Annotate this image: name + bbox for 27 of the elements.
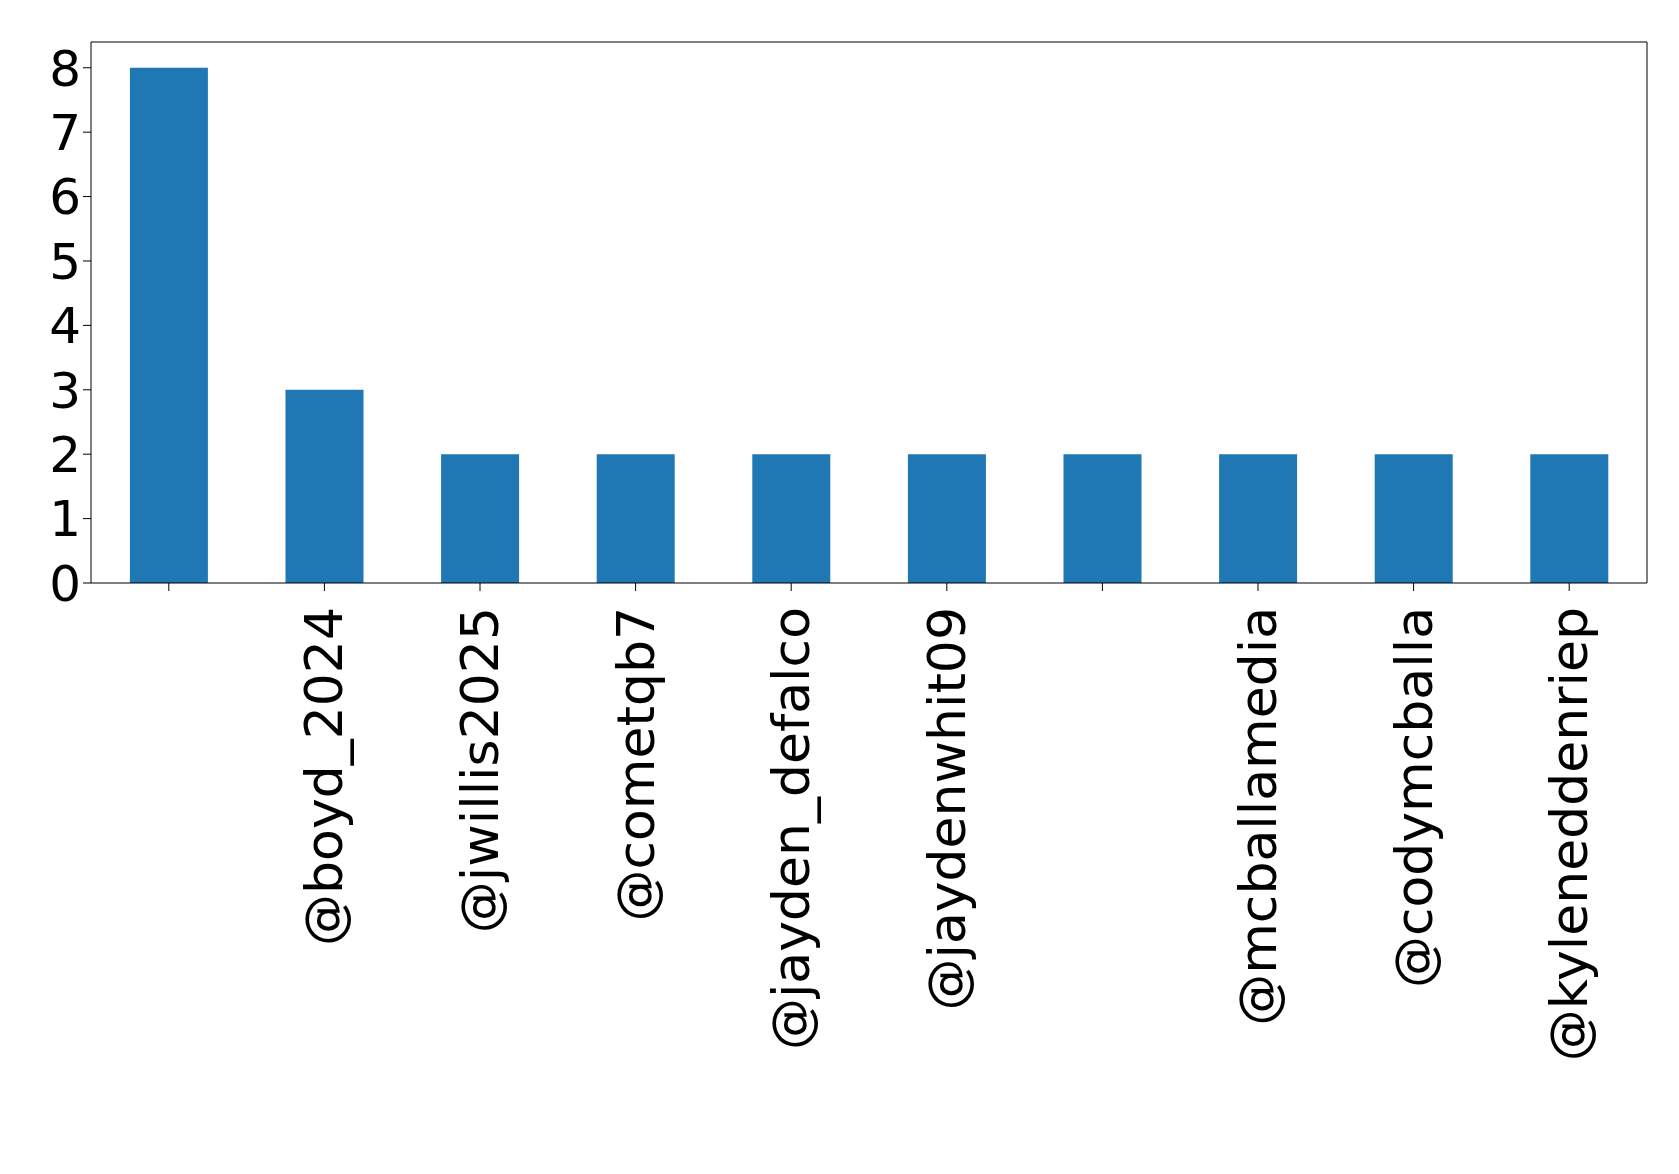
- y-tick-label: 0: [49, 554, 81, 613]
- bar: [752, 454, 831, 583]
- x-tick-label: @cometqb7: [605, 607, 666, 922]
- bar: [129, 67, 208, 583]
- y-tick-label: 1: [49, 490, 81, 549]
- x-tick-label: @jwillis2025: [450, 607, 510, 934]
- bar: [285, 389, 364, 583]
- bar: [907, 454, 986, 583]
- x-tick-label: @jaydenwhit09: [916, 607, 977, 1011]
- y-tick-label: 8: [49, 39, 81, 98]
- y-tick-label: 6: [49, 168, 81, 227]
- bar: [1063, 454, 1142, 583]
- bar: [1530, 454, 1609, 583]
- y-tick-label: 5: [49, 232, 81, 291]
- x-tick-label: @mcballamedia: [1228, 607, 1288, 1026]
- y-tick-label: 2: [49, 425, 81, 484]
- bar: [441, 454, 520, 583]
- x-tick-label: @kyleneddenriep: [1539, 607, 1600, 1062]
- bar: [1374, 454, 1453, 583]
- y-tick-label: 7: [49, 103, 81, 162]
- y-tick-label: 4: [49, 297, 81, 356]
- x-tick-label: @codymcballa: [1383, 607, 1444, 989]
- x-tick-label: @boyd_2024: [294, 607, 355, 946]
- bar: [1219, 454, 1298, 583]
- y-tick-label: 3: [49, 361, 81, 420]
- x-tick-label: @jayden_defalco: [761, 607, 822, 1051]
- bar: [596, 454, 675, 583]
